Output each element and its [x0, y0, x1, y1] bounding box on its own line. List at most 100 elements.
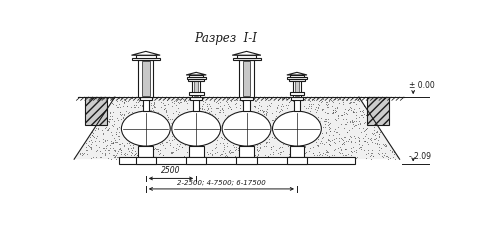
Point [352, 141, 360, 144]
Point [188, 130, 196, 133]
Point [314, 103, 322, 106]
Point [210, 99, 218, 103]
Point [250, 123, 258, 126]
Point [226, 151, 234, 155]
Point [362, 127, 370, 131]
Point [126, 110, 134, 114]
Point [214, 100, 222, 103]
Point [220, 108, 228, 112]
Point [358, 115, 366, 119]
Point [122, 151, 130, 155]
Point [144, 152, 152, 155]
Point [316, 119, 324, 123]
Point [200, 157, 208, 160]
Point [304, 130, 312, 133]
Point [202, 118, 210, 121]
Point [278, 109, 286, 112]
Point [271, 123, 279, 127]
Point [298, 148, 306, 151]
Point [326, 139, 334, 143]
Point [138, 119, 145, 123]
Point [124, 133, 132, 137]
Point [284, 130, 292, 134]
Point [343, 112, 351, 116]
Point [112, 104, 120, 107]
Point [262, 141, 270, 144]
Point [201, 117, 209, 120]
Point [324, 102, 332, 106]
Point [338, 151, 346, 155]
Point [251, 153, 259, 157]
Point [192, 148, 200, 152]
Point [166, 126, 174, 129]
Point [366, 120, 374, 124]
Point [282, 128, 290, 132]
Point [323, 150, 331, 153]
Point [150, 134, 158, 138]
Bar [236, 157, 256, 164]
Point [332, 130, 340, 133]
Point [192, 134, 200, 138]
Point [220, 141, 228, 145]
Point [140, 110, 148, 114]
Point [118, 113, 126, 116]
Point [272, 106, 280, 110]
Point [280, 96, 288, 100]
Point [115, 148, 123, 151]
Point [128, 123, 136, 126]
Point [187, 144, 195, 147]
Point [210, 116, 218, 120]
Point [165, 127, 173, 131]
Bar [287, 77, 306, 79]
Point [178, 129, 186, 133]
Point [372, 142, 380, 146]
Point [199, 127, 207, 131]
Point [150, 102, 158, 106]
Point [155, 133, 163, 136]
Point [350, 100, 358, 104]
Bar [366, 97, 389, 125]
Point [278, 118, 286, 122]
Point [366, 121, 374, 125]
Point [128, 96, 136, 100]
Point [364, 148, 372, 152]
Point [114, 118, 122, 122]
Point [318, 141, 326, 145]
Point [290, 137, 298, 141]
Point [302, 119, 310, 123]
Point [226, 151, 234, 154]
Point [78, 151, 86, 155]
Point [356, 145, 364, 149]
Point [280, 115, 287, 119]
Point [303, 132, 311, 135]
Point [293, 126, 301, 129]
Point [166, 130, 174, 134]
Point [371, 133, 379, 137]
Bar [132, 58, 160, 60]
Point [240, 133, 248, 137]
Point [216, 123, 224, 127]
Point [322, 149, 330, 152]
Point [124, 138, 132, 142]
Point [202, 112, 209, 115]
Point [182, 144, 190, 147]
Point [154, 112, 162, 116]
Point [204, 112, 212, 116]
Point [293, 123, 301, 126]
Point [129, 145, 137, 149]
Point [138, 103, 146, 107]
Point [285, 153, 293, 156]
Point [175, 131, 183, 135]
Point [106, 157, 114, 160]
Point [220, 137, 228, 141]
Point [309, 135, 317, 138]
Point [148, 106, 156, 110]
Text: - 2.09: - 2.09 [410, 152, 432, 161]
Point [206, 152, 214, 155]
Point [335, 101, 343, 105]
Point [141, 146, 149, 149]
Point [102, 146, 110, 149]
Point [360, 149, 368, 152]
Point [109, 141, 117, 145]
Point [236, 125, 244, 128]
